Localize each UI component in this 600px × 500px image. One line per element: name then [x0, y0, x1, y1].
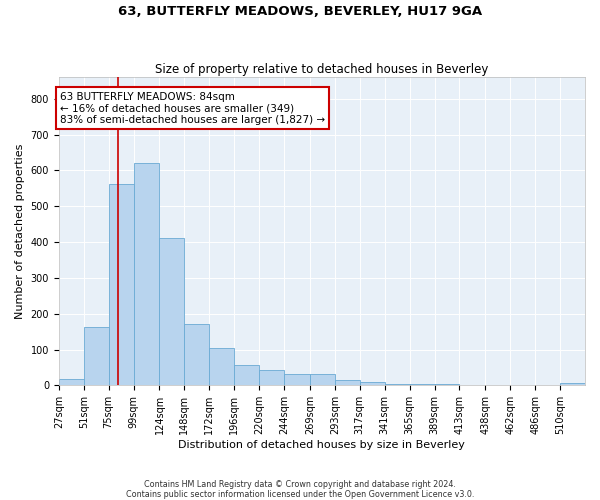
- Bar: [83, 327, 109, 386]
- Bar: [234, 366, 259, 386]
- Text: 63 BUTTERFLY MEADOWS: 84sqm
← 16% of detached houses are smaller (349)
83% of se: 63 BUTTERFLY MEADOWS: 84sqm ← 16% of det…: [60, 92, 325, 124]
- Y-axis label: Number of detached properties: Number of detached properties: [15, 144, 25, 319]
- Bar: [259, 370, 284, 386]
- Bar: [385, 384, 410, 386]
- Bar: [410, 384, 434, 386]
- Bar: [184, 324, 209, 386]
- Bar: [209, 348, 234, 386]
- Text: Contains HM Land Registry data © Crown copyright and database right 2024.
Contai: Contains HM Land Registry data © Crown c…: [126, 480, 474, 499]
- Text: 63, BUTTERFLY MEADOWS, BEVERLEY, HU17 9GA: 63, BUTTERFLY MEADOWS, BEVERLEY, HU17 9G…: [118, 5, 482, 18]
- Bar: [59, 379, 83, 386]
- Bar: [109, 184, 134, 386]
- Bar: [360, 382, 385, 386]
- X-axis label: Distribution of detached houses by size in Beverley: Distribution of detached houses by size …: [178, 440, 466, 450]
- Bar: [160, 238, 184, 386]
- Bar: [284, 374, 310, 386]
- Bar: [335, 380, 360, 386]
- Bar: [560, 383, 585, 386]
- Title: Size of property relative to detached houses in Beverley: Size of property relative to detached ho…: [155, 63, 488, 76]
- Bar: [434, 384, 460, 386]
- Bar: [310, 374, 335, 386]
- Bar: [134, 163, 160, 386]
